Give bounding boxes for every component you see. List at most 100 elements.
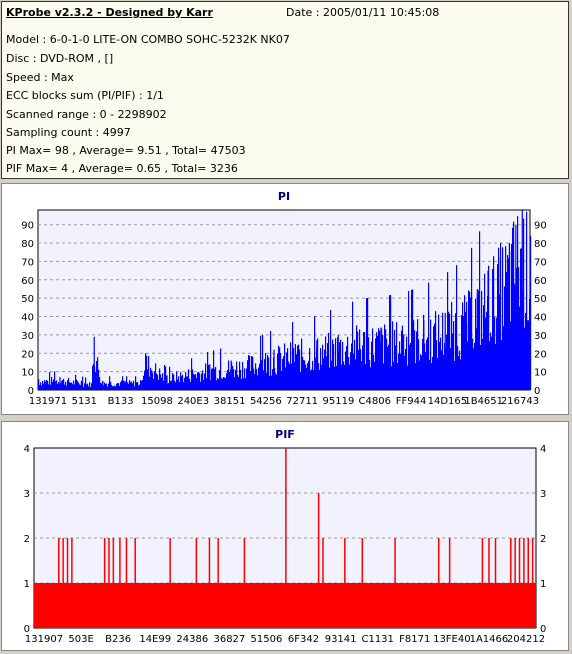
pif-bar [527,538,530,628]
x-tick-label: 503E [68,634,93,645]
pi-bar [117,383,119,390]
pi-bar [390,295,392,390]
pi-bar [437,358,439,390]
pif-series [34,448,536,628]
pi-bar [344,364,346,390]
pi-bar [87,383,89,390]
pi-bar [397,363,399,390]
y-tick-label-right: 90 [534,221,547,232]
pi-bar [63,378,65,390]
pi-bar [354,339,356,390]
pi-bar [128,383,130,390]
pi-bar [46,379,48,390]
pi-bar [457,345,459,390]
pi-bar [250,371,252,390]
pi-bar [278,345,280,390]
pi-bar [518,267,520,390]
pi-series [38,210,532,390]
pi-bar [187,376,189,390]
pi-bar [181,376,183,390]
pi-bar [291,363,293,390]
pi-bar [95,372,97,390]
pi-bar [463,316,465,390]
pi-bar [56,380,58,390]
pi-bar [401,330,403,390]
pi-bar [79,384,81,390]
pi-bar [481,290,483,390]
pi-bar [208,364,210,390]
pi-bar [96,360,98,390]
pi-bar [77,381,79,390]
pi-bar [40,382,42,390]
pi-bar [391,366,393,390]
x-tick-label: 131907 [25,634,63,645]
pi-data-bar [316,340,318,390]
pi-bar [176,371,178,390]
pi-bar [349,364,351,390]
pi-bar [243,378,245,390]
pi-bar [284,343,286,390]
pi-bar [343,361,345,390]
pi-bar [313,369,315,390]
pif-bar [119,538,121,628]
pi-bar [303,359,305,390]
pi-bar [320,348,322,390]
pi-bar [85,377,87,390]
pi-bar [199,373,201,390]
pi-bar [502,247,504,390]
pi-bar [499,294,501,390]
pi-bar [84,383,86,390]
pi-bar [211,368,213,390]
pi-bar [452,333,454,390]
pi-bar [430,319,432,390]
y-tick-label: 4 [24,444,30,455]
pi-bar [157,374,159,390]
pi-bar [507,255,509,390]
pi-bar [413,320,415,390]
pi-bar [393,361,395,390]
pi-bar [184,377,186,390]
chart-title: PI [278,190,290,203]
pi-bar [424,343,426,390]
pi-bar [447,272,449,390]
pi-bar [382,334,384,390]
pi-bar [490,332,492,390]
pi-bar [142,379,144,390]
pi-data-bar [140,380,142,390]
pi-bar [465,311,467,390]
pi-bar [192,369,194,390]
x-tick-label: B236 [105,634,131,645]
pi-bar [261,360,263,390]
pi-bar [62,380,64,390]
pi-bar [200,381,202,390]
pi-bar [417,319,419,390]
pi-bar [341,364,343,390]
x-tick-label: F8171 [399,634,430,645]
pi-bar [138,385,140,390]
pi-bar [289,363,291,390]
y-tick-label: 1 [24,579,30,590]
pi-bar [329,367,331,390]
pi-bar [403,334,405,390]
pi-bar [146,355,148,390]
pi-bar [169,366,171,390]
pi-bar [190,381,192,390]
pi-bar [419,360,421,390]
pi-bar [431,363,433,390]
pi-bar [182,374,184,390]
pi-data-bar [93,336,95,390]
pi-bar [54,371,56,390]
pi-bar [434,323,436,390]
pi-bar [134,386,136,390]
pi-bar [285,367,287,390]
pi-bar [494,316,496,390]
pi-bar [230,369,232,390]
pi-bar [358,349,360,390]
pi-bar [109,376,111,390]
pif-bar [344,538,346,628]
pi-bar [143,375,145,390]
pi-bar [342,341,344,390]
pi-bar [386,338,388,390]
pi-bar [283,356,285,390]
pi-bar [383,363,385,390]
